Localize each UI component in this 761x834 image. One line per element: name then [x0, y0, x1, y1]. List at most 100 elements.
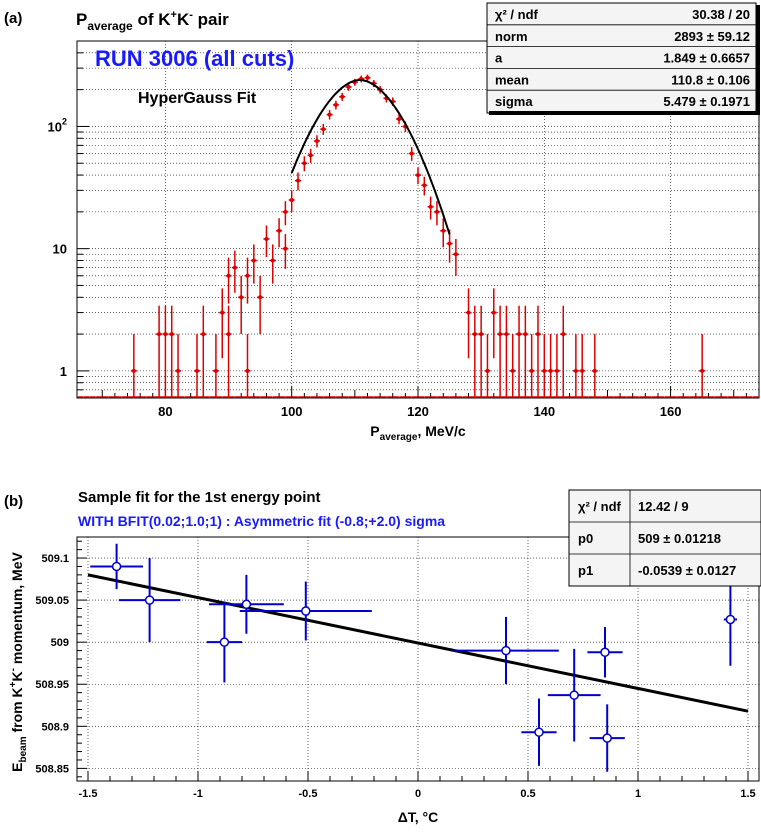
panel-b-subtitle: WITH BFIT(0.02;1.0;1) : Asymmetric fit (… — [78, 513, 445, 529]
data-point — [447, 241, 452, 246]
data-point — [340, 94, 345, 99]
data-point — [245, 368, 250, 373]
data-point — [548, 368, 553, 373]
panel-a-title: Paverage of K+K- pair — [76, 9, 229, 33]
stats-value: 30.38 / 20 — [692, 7, 750, 22]
stats-value: 2893 ± 59.12 — [674, 29, 750, 44]
stats-value: 12.42 / 9 — [638, 499, 689, 514]
x-tick-label: -0.5 — [299, 788, 318, 800]
data-point — [289, 198, 294, 203]
data-point — [277, 228, 282, 233]
data-point — [270, 258, 275, 263]
stats-value: 5.479 ± 0.1971 — [663, 94, 750, 109]
data-point — [176, 368, 181, 373]
stats-value: 1.849 ± 0.6657 — [663, 51, 750, 66]
data-point — [232, 265, 237, 270]
x-tick-label: -1.5 — [79, 788, 98, 800]
data-point — [258, 295, 263, 300]
panel-b-fit-line — [87, 573, 749, 713]
data-point — [554, 368, 559, 373]
data-point — [498, 332, 503, 337]
y-tick-label: 508.95 — [35, 679, 69, 691]
data-point — [327, 112, 332, 117]
data-point — [580, 368, 585, 373]
data-point — [144, 595, 155, 605]
data-point — [213, 368, 218, 373]
data-point — [194, 368, 199, 373]
run-annotation: RUN 3006 (all cuts) — [95, 46, 294, 71]
stats-name: mean — [495, 72, 529, 87]
data-point — [157, 332, 162, 337]
panel-b-title: Sample fit for the 1st energy point — [78, 489, 321, 506]
stats-name: norm — [495, 29, 528, 44]
data-point — [131, 368, 136, 373]
stats-value: -0.0539 ± 0.0127 — [638, 563, 736, 578]
x-tick-label: 1.5 — [740, 788, 755, 800]
data-point — [510, 368, 515, 373]
data-point — [434, 209, 439, 214]
data-point — [220, 310, 225, 315]
panel-b-label: (b) — [4, 493, 23, 510]
data-point — [333, 102, 338, 107]
data-point — [296, 178, 301, 183]
data-point — [504, 332, 509, 337]
data-point — [491, 310, 496, 315]
y-tick-label: 1 — [60, 364, 67, 379]
data-point — [346, 85, 351, 90]
data-point — [283, 209, 288, 214]
data-point — [416, 173, 420, 178]
stats-box-shadow — [489, 111, 758, 115]
data-point — [569, 690, 579, 700]
panel-b-points — [90, 543, 737, 772]
panel-b-xlabel: ΔT, °C — [398, 809, 439, 825]
data-point — [264, 236, 269, 241]
data-point — [523, 332, 528, 337]
panel-a-xlabel: Paverage, MeV/c — [370, 423, 466, 443]
y-tick-label: 102 — [48, 116, 67, 134]
data-point — [517, 332, 522, 337]
y-tick-label: 509 — [51, 637, 69, 649]
x-tick-label: 0.5 — [520, 788, 535, 800]
data-point — [472, 332, 477, 337]
data-point — [409, 151, 414, 156]
panel-a-stats-box: χ² / ndf 30.38 / 20 norm 2893 ± 59.12 a 1.849… — [486, 2, 760, 115]
data-point — [239, 295, 244, 300]
y-tick-label: 10 — [53, 242, 67, 257]
data-point — [226, 273, 231, 278]
panel-a-ticks: 80 100 120 140 160 1 10 102 — [48, 40, 747, 419]
data-point — [725, 614, 736, 625]
x-tick-label: 140 — [533, 404, 555, 419]
data-point — [219, 637, 230, 647]
data-point — [485, 368, 490, 373]
y-tick-label: 509.05 — [35, 595, 69, 607]
data-point — [163, 332, 168, 337]
data-point — [535, 332, 540, 337]
data-point — [501, 645, 511, 656]
data-point — [283, 246, 288, 251]
data-point — [542, 368, 547, 373]
data-point — [245, 273, 250, 278]
data-point — [561, 332, 566, 337]
data-point — [321, 127, 326, 132]
panel-a-fit-curve — [290, 79, 451, 235]
data-point — [308, 153, 313, 158]
panel-a-label: (a) — [4, 10, 22, 27]
stats-name: p0 — [578, 531, 593, 546]
panel-b-ticks: -1.5 -1 -0.5 0 0.5 1 1.5 508.85 508.9 508.95 509 50… — [35, 540, 756, 800]
x-tick-label: 120 — [407, 404, 429, 419]
y-tick-label: 509.1 — [41, 553, 69, 565]
data-point — [314, 138, 319, 143]
x-tick-label: -1 — [193, 788, 203, 800]
stats-box-shadow-side — [756, 5, 760, 115]
x-tick-label: 1 — [635, 788, 641, 800]
x-tick-label: 0 — [415, 788, 421, 800]
data-point — [201, 332, 206, 337]
data-point — [600, 647, 610, 658]
fit-annotation: HyperGauss Fit — [138, 90, 257, 107]
data-point — [602, 733, 612, 743]
data-point — [428, 204, 433, 209]
data-point — [441, 228, 446, 233]
panel-a-points — [77, 74, 759, 398]
stats-name: χ² / ndf — [495, 7, 539, 22]
